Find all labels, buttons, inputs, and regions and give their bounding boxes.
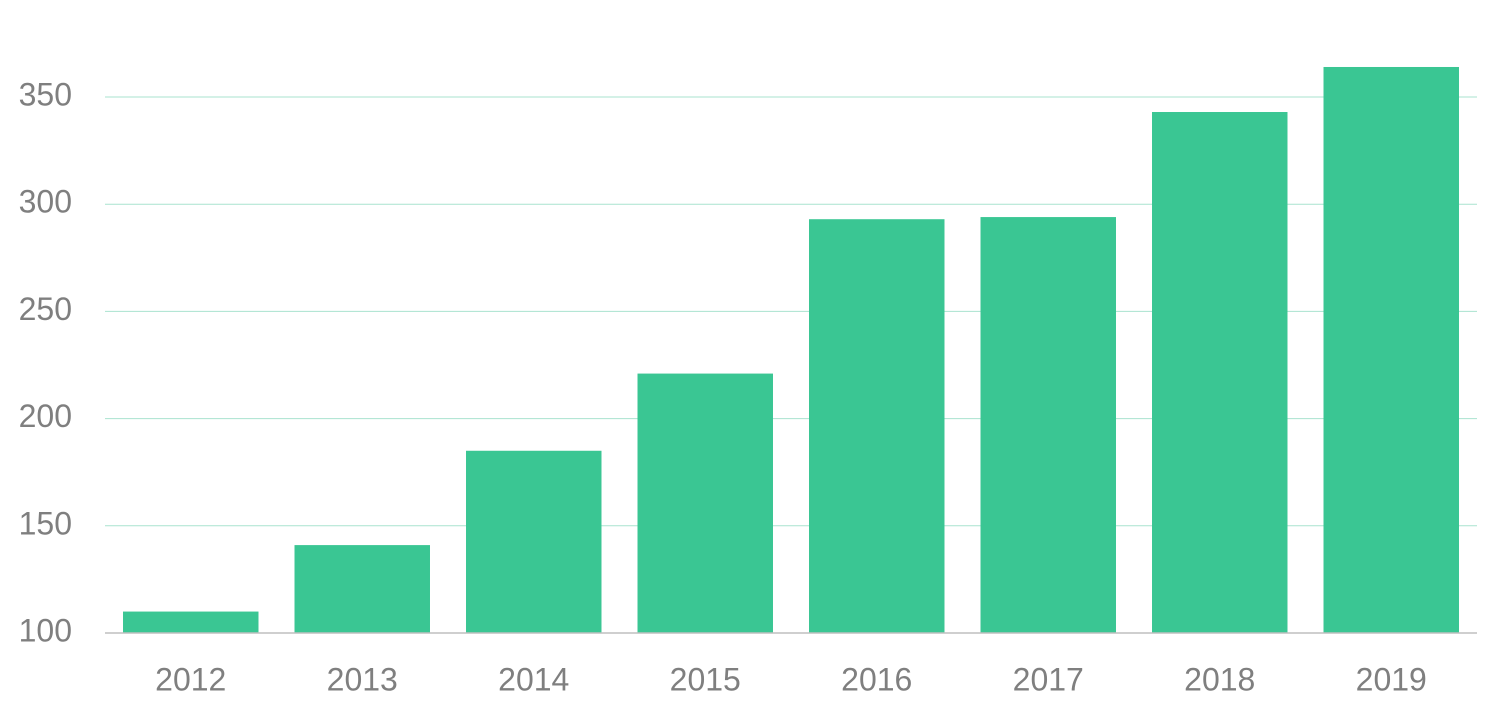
bar bbox=[809, 219, 945, 633]
bar bbox=[637, 373, 773, 633]
y-tick-label: 350 bbox=[19, 76, 72, 112]
bar bbox=[123, 611, 259, 633]
y-tick-label: 200 bbox=[19, 398, 72, 434]
y-tick-label: 100 bbox=[19, 612, 72, 648]
x-tick-label: 2016 bbox=[841, 661, 912, 697]
bar bbox=[1152, 112, 1288, 634]
x-tick-label: 2014 bbox=[498, 661, 569, 697]
x-tick-label: 2013 bbox=[327, 661, 398, 697]
bar bbox=[1323, 66, 1459, 633]
x-tick-label: 2018 bbox=[1184, 661, 1255, 697]
y-tick-label: 150 bbox=[19, 505, 72, 541]
x-tick-label: 2015 bbox=[670, 661, 741, 697]
bar bbox=[466, 450, 602, 633]
x-tick-label: 2012 bbox=[155, 661, 226, 697]
bar bbox=[980, 217, 1116, 633]
x-tick-label: 2019 bbox=[1356, 661, 1427, 697]
y-tick-label: 250 bbox=[19, 291, 72, 327]
x-tick-label: 2017 bbox=[1013, 661, 1084, 697]
bar bbox=[294, 545, 430, 633]
y-tick-label: 300 bbox=[19, 184, 72, 220]
